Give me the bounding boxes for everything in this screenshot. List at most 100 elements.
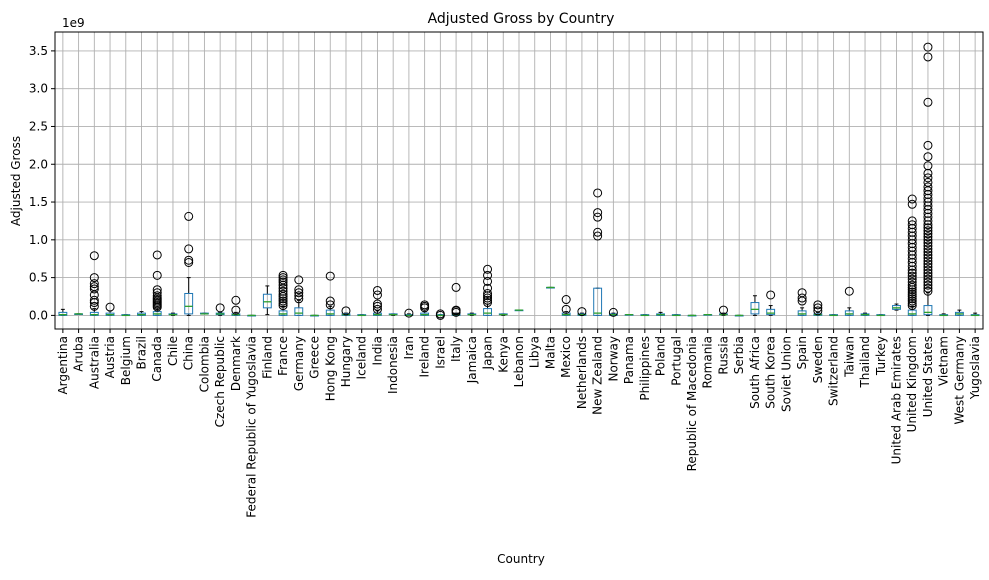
outlier-point	[593, 212, 603, 222]
x-axis-ticks: Argentina Aruba Australia Austria Belgium Bra…	[56, 329, 982, 518]
x-tick-label: Russia	[716, 336, 730, 375]
x-tick-label: Romania	[701, 336, 715, 388]
boxes	[58, 42, 980, 320]
x-tick-label: Serbia	[732, 336, 746, 374]
x-tick-label: Philippines	[638, 336, 652, 401]
outlier-point	[483, 298, 493, 308]
box-lebanon	[514, 309, 524, 312]
outlier-point	[907, 220, 917, 230]
x-tick-label: South Korea	[764, 336, 778, 409]
x-tick-label: Colombia	[197, 336, 211, 392]
outlier-point	[907, 292, 917, 302]
box-yugoslavia	[970, 312, 980, 317]
outlier-point	[372, 285, 382, 295]
x-tick-label: Italy	[449, 336, 463, 362]
outlier-point	[278, 289, 288, 299]
box-iran	[404, 308, 414, 318]
box-turkey	[876, 314, 886, 317]
outlier-point	[923, 161, 933, 171]
outlier-point	[923, 182, 933, 192]
box-aruba	[74, 313, 84, 315]
x-tick-label: Kenya	[496, 336, 510, 373]
x-tick-label: Israel	[433, 336, 447, 369]
x-tick-label: Norway	[606, 336, 620, 382]
box-italy	[451, 282, 461, 317]
y-tick-label: 3.0	[29, 82, 48, 96]
outlier-point	[593, 231, 603, 241]
box-taiwan	[844, 286, 854, 316]
outlier-point	[923, 253, 933, 263]
outlier-point	[907, 298, 917, 308]
x-tick-label: Greece	[308, 336, 322, 379]
y-axis-ticks: 0.0 0.5 1.0 1.5 2.0 2.5 3.0 3.5	[29, 44, 55, 322]
outlier-point	[451, 305, 461, 315]
box-iqr	[89, 311, 99, 316]
box-iqr	[766, 308, 776, 316]
outlier-point	[435, 309, 445, 319]
box-iqr	[325, 309, 335, 316]
box-czech-republic	[215, 303, 225, 316]
box-germany	[294, 275, 304, 316]
x-tick-label: Soviet Union	[779, 336, 793, 412]
x-tick-label: Thailand	[858, 336, 872, 389]
box-iqr	[483, 308, 492, 316]
outlier-point	[923, 256, 933, 266]
outlier-point	[341, 306, 351, 316]
outlier-point	[907, 268, 917, 278]
box-malta	[546, 286, 555, 289]
x-tick-label: Poland	[654, 336, 668, 376]
outlier-point	[89, 282, 99, 292]
outlier-point	[907, 277, 917, 287]
x-tick-label: Denmark	[229, 336, 243, 391]
x-tick-label: Iran	[402, 336, 416, 359]
box-denmark	[231, 295, 241, 316]
outlier-point	[483, 283, 493, 293]
x-tick-label: Brazil	[135, 336, 149, 370]
outlier-point	[152, 291, 162, 301]
x-tick-label: Aruba	[72, 336, 86, 372]
outlier-point	[325, 300, 335, 310]
grid	[55, 32, 983, 329]
box-iqr	[797, 310, 807, 316]
x-tick-label: Lebanon	[512, 336, 526, 387]
outlier-point	[718, 305, 728, 315]
outlier-point	[278, 286, 288, 296]
outlier-point	[797, 288, 807, 298]
outlier-point	[593, 208, 603, 218]
outlier-point	[923, 97, 933, 107]
outlier-point	[923, 52, 933, 62]
outlier-point	[593, 227, 603, 237]
x-tick-label: Belgium	[119, 336, 133, 385]
outlier-point	[561, 304, 571, 314]
box-india	[372, 285, 382, 316]
x-tick-label: China	[182, 336, 196, 370]
box-new-zealand	[593, 188, 603, 316]
box-hungary	[341, 306, 351, 316]
box-thailand	[860, 312, 870, 316]
outlier-point	[608, 307, 618, 317]
outlier-point	[294, 288, 304, 298]
box-hong-kong	[325, 271, 335, 316]
box-philippines	[640, 314, 650, 317]
box-iqr	[923, 305, 933, 316]
outlier-point	[325, 296, 335, 306]
outlier-point	[923, 232, 933, 242]
outlier-point	[813, 306, 823, 316]
x-tick-label: United Arab Emirates	[889, 336, 903, 464]
x-axis-label: Country	[497, 552, 545, 566]
box-united-arab-emirates	[892, 303, 901, 311]
box-netherlands	[577, 307, 587, 317]
outlier-point	[278, 298, 288, 308]
outlier-point	[923, 244, 933, 254]
outlier-point	[451, 282, 461, 292]
outlier-point	[372, 301, 382, 311]
outlier-point	[923, 223, 933, 233]
box-federal-republic-of-yugoslavia	[247, 314, 257, 317]
outlier-point	[278, 296, 288, 306]
outlier-point	[923, 262, 933, 272]
box-chile	[168, 312, 178, 316]
x-tick-label: Argentina	[56, 336, 70, 395]
outlier-point	[231, 305, 241, 315]
